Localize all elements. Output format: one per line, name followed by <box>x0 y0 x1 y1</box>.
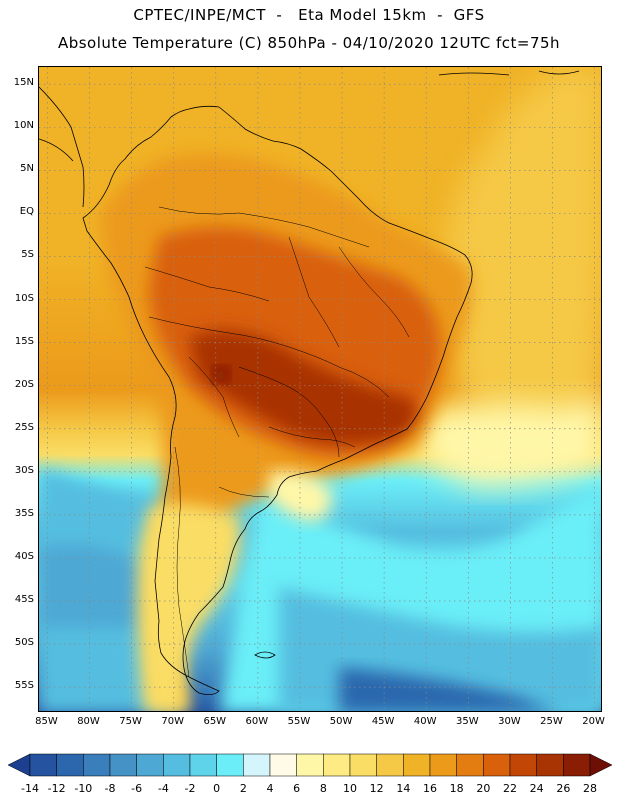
latitude-label: 15N <box>13 77 34 89</box>
longitude-label: 55W <box>287 716 311 727</box>
colorbar-level-label: 4 <box>266 782 274 795</box>
colorbar-swatch <box>136 753 164 777</box>
coastline <box>39 70 580 695</box>
colorbar-swatch <box>403 753 431 777</box>
colorbar-swatch <box>189 753 217 777</box>
colorbar-level-label: -8 <box>104 782 116 795</box>
colorbar-swatch <box>243 753 271 777</box>
longitude-label: 20W <box>582 716 605 727</box>
colorbar-level-label: 28 <box>583 782 597 795</box>
colorbar-swatch <box>376 753 404 777</box>
longitude-label: 80W <box>77 716 100 727</box>
colorbar-swatch <box>216 753 244 777</box>
colorbar-swatch <box>349 753 377 777</box>
colorbar-swatch <box>296 753 324 777</box>
colorbar-swatch <box>323 753 351 777</box>
latitude-label: 40S <box>14 550 34 562</box>
colorbar-swatch <box>429 753 457 777</box>
colorbar-swatch <box>509 753 537 777</box>
longitude-label: 30W <box>498 716 521 727</box>
colorbar-swatch <box>269 753 297 777</box>
colorbar-level-label: 0 <box>213 782 221 795</box>
colorbar-level-label: -12 <box>47 782 66 795</box>
continent-coastline <box>82 105 473 695</box>
longitude-label: 50W <box>329 716 353 727</box>
colorbar-level-label: 26 <box>556 782 571 795</box>
colorbar-swatch <box>109 753 137 777</box>
country-borders <box>144 206 410 678</box>
colorbar-swatch <box>456 753 484 777</box>
colorbar-level-label: 2 <box>239 782 247 795</box>
latitude-label: 35S <box>14 507 34 519</box>
latitude-label: 15S <box>14 335 34 347</box>
latitude-label: 5N <box>20 163 34 175</box>
colorbar-level-label: -14 <box>21 782 39 795</box>
field-patagonia-mild <box>137 503 241 711</box>
colorbar-level-label: 14 <box>396 782 411 795</box>
latitude-label: 10S <box>14 292 34 304</box>
field-atlantic-warm <box>439 67 601 429</box>
colorbar-swatch <box>29 753 57 777</box>
field-pacific-band <box>39 544 159 627</box>
colorbar-swatch <box>483 753 511 777</box>
longitude-label: 40W <box>413 716 437 727</box>
latitude-label: 50S <box>14 637 34 649</box>
colorbar-level-label: 6 <box>293 782 301 795</box>
longitude-label: 35W <box>456 716 479 727</box>
temperature-map <box>38 66 602 712</box>
latitude-label: 10N <box>13 120 34 132</box>
field-atlantic-pale <box>419 397 601 487</box>
colorbar-level-label: 8 <box>319 782 327 795</box>
colorbar-level-label: -4 <box>157 782 169 795</box>
colorbar-level-label: -2 <box>184 782 196 795</box>
longitude-label: 25W <box>540 716 563 727</box>
central-america-coast-2 <box>39 138 74 162</box>
latitude-label: 25S <box>14 421 34 433</box>
colorbar-level-label: 12 <box>369 782 384 795</box>
latitude-label: 20S <box>14 378 34 390</box>
longitude-label: 65W <box>203 716 227 727</box>
field-interior-hottest <box>189 330 417 445</box>
latitude-label: EQ <box>19 206 34 218</box>
colorbar-swatch <box>56 753 84 777</box>
longitude-label: 60W <box>245 716 269 727</box>
colorbar-level-label: 16 <box>423 782 437 795</box>
map-title-line-1: CPTEC/INPE/MCT - Eta Model 15km - GFS <box>133 6 485 24</box>
caribbean-islands <box>438 70 580 76</box>
colorbar-arrow-high <box>589 753 612 777</box>
colorbar-level-label: 20 <box>476 782 491 795</box>
temperature-colorbar <box>8 753 612 777</box>
field-plata-cool <box>269 471 332 522</box>
latitude-label: 45S <box>14 594 34 606</box>
longitude-label: 75W <box>119 716 142 727</box>
colorbar-swatch <box>163 753 191 777</box>
longitude-label: 70W <box>161 716 184 727</box>
colorbar-level-label: -6 <box>131 782 143 795</box>
map-title-line-2: Absolute Temperature (C) 850hPa - 04/10/… <box>57 34 561 52</box>
temperature-field-layers <box>39 67 601 711</box>
colorbar-level-label: 18 <box>449 782 464 795</box>
latitude-label: 30S <box>14 464 34 476</box>
falkland-islands <box>254 651 276 659</box>
colorbar-level-label: 24 <box>529 782 544 795</box>
colorbar-level-label: 22 <box>503 782 517 795</box>
latitude-label: 55S <box>14 680 34 692</box>
colorbar-swatch <box>536 753 564 777</box>
colorbar-arrow-low <box>8 753 31 777</box>
colorbar-swatch <box>83 753 111 777</box>
colorbar-level-label: 10 <box>343 782 357 795</box>
latitude-label: 5S <box>21 249 34 261</box>
central-america-coast <box>39 86 85 208</box>
colorbar-swatch <box>563 753 591 777</box>
colorbar-level-label: -10 <box>74 782 93 795</box>
field-hotspot <box>213 367 229 383</box>
map-gridlines <box>39 67 601 711</box>
longitude-label: 85W <box>35 716 58 727</box>
temperature-map-canvas <box>39 67 601 711</box>
field-drake-cold <box>339 667 554 711</box>
longitude-label: 45W <box>371 716 395 727</box>
